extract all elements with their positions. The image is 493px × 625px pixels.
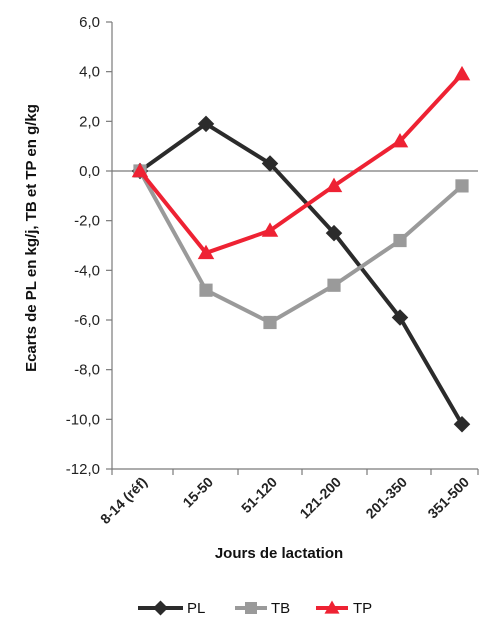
y-tick-label: -6,0 [74, 312, 100, 329]
legend-label: TB [271, 600, 290, 617]
legend-label: TP [353, 600, 372, 617]
y-tick-label: -2,0 [74, 213, 100, 230]
series-tp [131, 65, 471, 260]
y-tick-label: 4,0 [79, 64, 100, 81]
data-point-tp [131, 162, 149, 178]
data-point-tp [325, 177, 343, 193]
x-tick-label: 51-120 [238, 474, 280, 516]
legend-item-tb: TB [235, 600, 290, 617]
series-line-tp [138, 72, 464, 255]
x-tick-label: 8-14 (réf) [97, 474, 150, 527]
legend-item-pl: PL [138, 600, 205, 617]
series-line-pl [138, 121, 464, 427]
data-point-tp [453, 65, 471, 81]
legend-item-tp: TP [316, 600, 372, 617]
x-tick-label: 121-200 [296, 474, 344, 522]
data-point-tb [455, 179, 469, 193]
legend-marker [245, 602, 257, 614]
x-tick-label: 15-50 [179, 474, 216, 511]
data-point-pl [325, 224, 343, 242]
y-tick-label: -10,0 [66, 411, 100, 428]
y-tick-label: -4,0 [74, 262, 100, 279]
y-axis-title: Ecarts de PL en kg/j, TB et TP en g/kg [23, 104, 40, 372]
legend-marker [324, 600, 340, 614]
data-point-tb [199, 283, 213, 297]
legend-marker [153, 600, 168, 616]
y-tick-label: 6,0 [79, 14, 100, 31]
x-axis-title: Jours de lactation [215, 545, 343, 562]
data-point-tb [263, 315, 277, 330]
data-point-tp [197, 244, 215, 260]
y-tick-label: 0,0 [79, 163, 100, 180]
data-point-pl [197, 115, 215, 133]
data-point-pl [391, 309, 409, 326]
data-point-pl [261, 155, 279, 172]
series-pl [131, 115, 471, 433]
data-point-tp [391, 132, 409, 148]
y-tick-label: -12,0 [66, 461, 100, 478]
series-line-tb [138, 169, 464, 325]
legend: PL TB TP [138, 600, 372, 617]
series-tb [133, 164, 469, 330]
x-tick-label: 201-350 [362, 474, 410, 522]
legend-label: PL [187, 600, 205, 617]
y-tick-label: -8,0 [74, 362, 100, 379]
x-tick-label: 351-500 [424, 474, 472, 522]
data-point-tb [327, 278, 341, 292]
y-tick-label: 2,0 [79, 113, 100, 130]
data-point-tp [261, 222, 279, 237]
data-point-pl [453, 416, 471, 433]
data-point-tb [393, 233, 407, 248]
